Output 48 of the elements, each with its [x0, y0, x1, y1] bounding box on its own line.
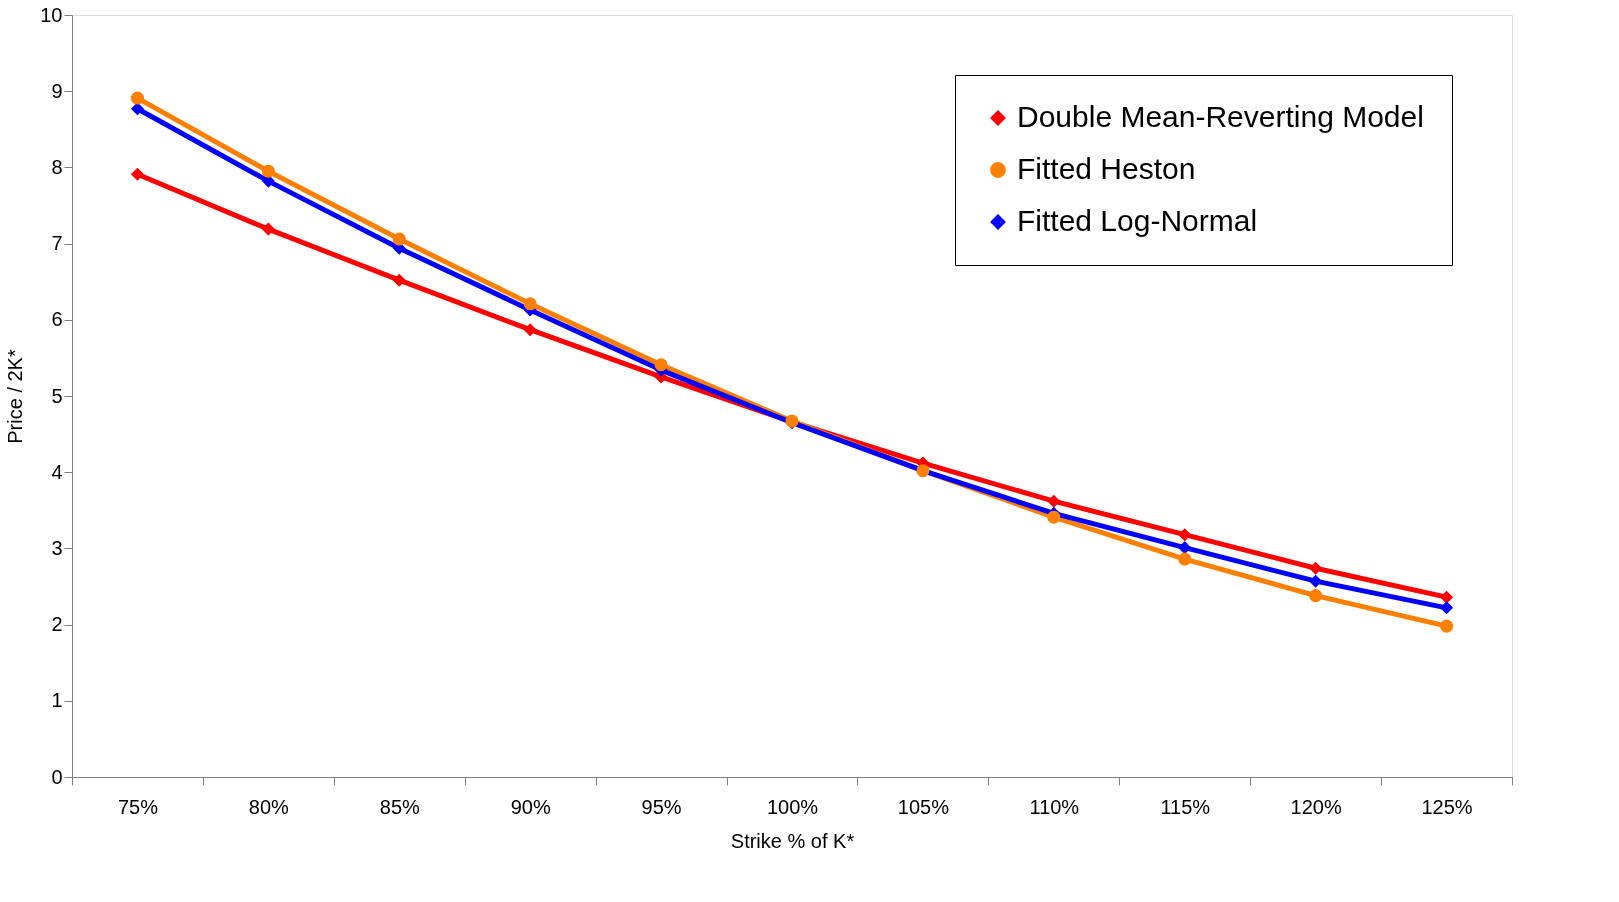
y-tick-label: 10: [40, 3, 63, 26]
x-tick-label: 100%: [766, 795, 819, 818]
point: [1309, 574, 1323, 588]
y-tick-label: 3: [51, 536, 63, 559]
point: [523, 297, 537, 311]
point: [1440, 601, 1454, 615]
x-tick-label: 95%: [641, 795, 682, 818]
x-tick-label: 115%: [1160, 795, 1211, 818]
legend-label: Fitted Log-Normal: [1017, 204, 1258, 237]
y-tick-label: 5: [51, 384, 63, 407]
y-tick-label: 1: [51, 689, 63, 712]
point: [130, 91, 144, 105]
point: [1440, 590, 1454, 604]
point: [523, 323, 537, 337]
x-tick-label: 125%: [1421, 795, 1473, 818]
legend-label: Fitted Heston: [1017, 152, 1196, 185]
point: [1440, 619, 1454, 633]
point: [1047, 510, 1061, 524]
x-tick-label: 105%: [897, 795, 950, 818]
x-axis-title: Strike % of K*: [730, 829, 855, 852]
point: [1047, 494, 1061, 508]
x-tick-label: 80%: [248, 795, 290, 818]
y-tick-label: 0: [51, 765, 63, 788]
point: [1178, 528, 1192, 542]
point: [654, 358, 668, 372]
y-tick-label: 7: [51, 232, 63, 255]
y-tick-label: 2: [51, 613, 63, 636]
point: [392, 273, 406, 287]
x-tick-label: 85%: [379, 795, 420, 818]
point: [1309, 589, 1323, 603]
point: [392, 232, 406, 246]
y-tick-label: 4: [51, 460, 63, 483]
y-axis-title: Price / 2K*: [4, 349, 27, 444]
point: [1178, 552, 1192, 566]
x-tick-label: 110%: [1029, 795, 1080, 818]
legend-label: Double Mean-Reverting Model: [1017, 100, 1424, 133]
y-tick-label: 8: [51, 155, 63, 178]
point: [130, 167, 144, 181]
point: [130, 102, 144, 116]
x-tick-label: 75%: [117, 795, 159, 818]
y-tick-label: 6: [51, 308, 63, 331]
point: [261, 222, 275, 236]
x-tick-label: 120%: [1290, 795, 1342, 818]
point: [1178, 541, 1192, 555]
x-tick-label: 90%: [510, 795, 551, 818]
y-tick-label: 9: [51, 79, 63, 102]
point: [261, 164, 275, 178]
point: [1309, 561, 1323, 575]
